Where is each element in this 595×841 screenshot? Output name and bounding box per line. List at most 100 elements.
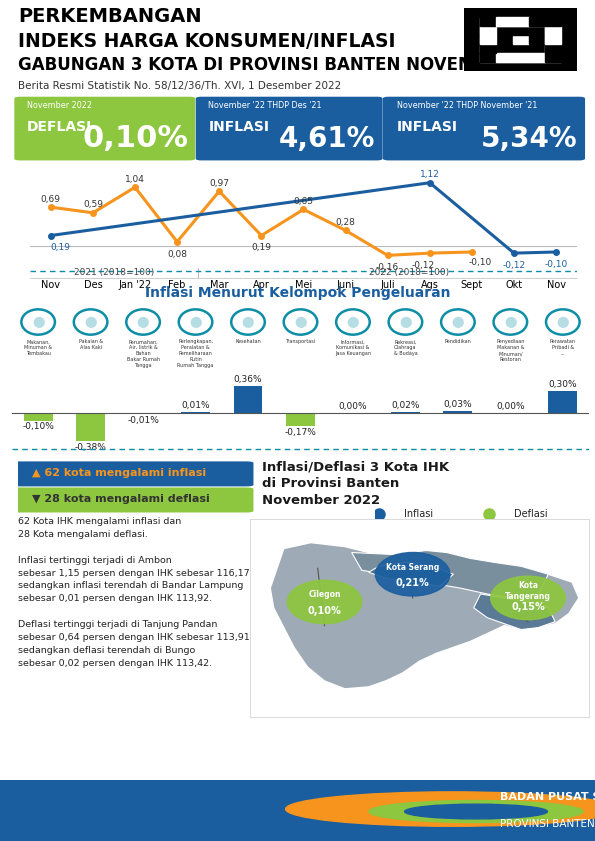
Text: ⬤: ⬤: [32, 316, 45, 328]
Text: 62 Kota IHK mengalami inflasi dan
28 Kota mengalami deflasi.

Inflasi tertinggi : 62 Kota IHK mengalami inflasi dan 28 Kot…: [18, 517, 249, 668]
Text: INFLASI: INFLASI: [208, 120, 270, 134]
Bar: [496, 18, 512, 26]
Bar: [496, 18, 512, 26]
Text: Kesehatan: Kesehatan: [235, 340, 261, 345]
Circle shape: [491, 576, 565, 620]
Bar: [480, 35, 496, 45]
Text: ⬤: ⬤: [242, 316, 254, 328]
Bar: [529, 45, 545, 54]
Text: 0,30%: 0,30%: [549, 380, 577, 389]
Bar: [480, 8, 496, 18]
Circle shape: [405, 804, 547, 819]
Text: Inflasi: Inflasi: [404, 509, 433, 519]
Bar: [512, 18, 529, 26]
Bar: [480, 45, 496, 54]
FancyBboxPatch shape: [383, 97, 585, 161]
Bar: [496, 45, 512, 54]
Text: Transportasi: Transportasi: [286, 340, 315, 345]
Bar: [286, 413, 315, 426]
Text: 0,65: 0,65: [293, 197, 314, 206]
Text: Perlengkapan,
Peralatan &
Pemeliharaan
Rutin
Rumah Tangga: Perlengkapan, Peralatan & Pemeliharaan R…: [177, 340, 214, 368]
Text: Penyediaan
Makanan &
Minuman/
Restoran: Penyediaan Makanan & Minuman/ Restoran: [496, 340, 525, 362]
Bar: [464, 8, 480, 18]
Bar: [464, 54, 480, 62]
Circle shape: [369, 801, 583, 822]
Bar: [76, 413, 105, 442]
Bar: [545, 45, 561, 54]
Bar: [545, 8, 561, 18]
Bar: [545, 45, 561, 54]
Bar: [480, 35, 496, 45]
Bar: [464, 18, 480, 26]
Bar: [496, 8, 512, 18]
Text: ⬤: ⬤: [347, 316, 359, 328]
Polygon shape: [474, 594, 555, 630]
Text: 5,34%: 5,34%: [481, 125, 577, 153]
Text: Deflasi: Deflasi: [515, 509, 548, 519]
Bar: [545, 26, 561, 35]
Text: 0,03%: 0,03%: [443, 400, 472, 409]
Bar: [529, 18, 545, 26]
Text: -0,16: -0,16: [376, 263, 399, 272]
Text: -0,10%: -0,10%: [22, 422, 54, 431]
Text: 0,00%: 0,00%: [496, 402, 525, 411]
Text: Perumahan,
Air, listrik &
Bahan
Bakar Rumah
Tangga: Perumahan, Air, listrik & Bahan Bakar Ru…: [127, 340, 159, 368]
Bar: [480, 45, 496, 54]
Bar: [561, 18, 577, 26]
Text: Cilegon: Cilegon: [308, 590, 341, 600]
Text: Informasi,
Komunikasi &
Jasa Keuangan: Informasi, Komunikasi & Jasa Keuangan: [335, 340, 371, 356]
Bar: [561, 8, 577, 18]
FancyBboxPatch shape: [11, 462, 253, 486]
Polygon shape: [368, 563, 453, 586]
Text: 0,15%: 0,15%: [511, 602, 545, 612]
Text: PERKEMBANGAN: PERKEMBANGAN: [18, 8, 202, 26]
Text: 1,12: 1,12: [420, 171, 440, 179]
Bar: [464, 45, 480, 54]
Text: -0,10: -0,10: [469, 257, 492, 267]
Bar: [391, 411, 420, 413]
Text: ▼ 28 kota mengalami deflasi: ▼ 28 kota mengalami deflasi: [32, 495, 210, 505]
Bar: [529, 54, 545, 62]
Bar: [24, 413, 52, 420]
Text: 2021 (2018=100): 2021 (2018=100): [74, 267, 154, 277]
Bar: [480, 26, 496, 35]
Text: PROVINSI BANTEN: PROVINSI BANTEN: [500, 819, 594, 829]
Bar: [496, 62, 512, 71]
Bar: [512, 54, 529, 62]
Bar: [545, 35, 561, 45]
Text: 0,21%: 0,21%: [396, 578, 430, 588]
Text: Perawatan
Pribadi &
...: Perawatan Pribadi & ...: [550, 340, 576, 356]
Text: 0,69: 0,69: [41, 195, 61, 204]
Bar: [512, 18, 529, 26]
Bar: [545, 54, 561, 62]
Bar: [512, 8, 529, 18]
Bar: [480, 26, 496, 35]
Text: 0,97: 0,97: [209, 179, 229, 188]
Bar: [496, 54, 512, 62]
Text: -0,10: -0,10: [544, 260, 568, 269]
Circle shape: [375, 553, 450, 596]
Bar: [545, 18, 561, 26]
Bar: [529, 35, 545, 45]
Bar: [464, 62, 480, 71]
Text: Kota
Tangerang: Kota Tangerang: [505, 581, 551, 600]
Text: 0,19: 0,19: [251, 244, 271, 252]
Bar: [464, 26, 480, 35]
Bar: [480, 54, 496, 62]
FancyBboxPatch shape: [14, 97, 195, 161]
Bar: [529, 54, 545, 62]
Text: 0,36%: 0,36%: [234, 375, 262, 384]
Text: Pendidikan: Pendidikan: [444, 340, 471, 345]
Text: Inflasi/Deflasi 3 Kota IHK
di Provinsi Banten
November 2022: Inflasi/Deflasi 3 Kota IHK di Provinsi B…: [262, 460, 449, 507]
Text: 0,00%: 0,00%: [339, 402, 367, 411]
Text: 4,61%: 4,61%: [279, 125, 375, 153]
Text: INDEKS HARGA KONSUMEN/INFLASI: INDEKS HARGA KONSUMEN/INFLASI: [18, 32, 395, 50]
Bar: [545, 18, 561, 26]
Bar: [561, 35, 577, 45]
Text: Kota Serang: Kota Serang: [386, 563, 439, 572]
Text: ⬤: ⬤: [189, 316, 202, 328]
Text: Berita Resmi Statistik No. 58/12/36/Th. XVI, 1 Desember 2022: Berita Resmi Statistik No. 58/12/36/Th. …: [18, 81, 341, 91]
Bar: [512, 62, 529, 71]
Bar: [512, 35, 529, 45]
Bar: [529, 26, 545, 35]
